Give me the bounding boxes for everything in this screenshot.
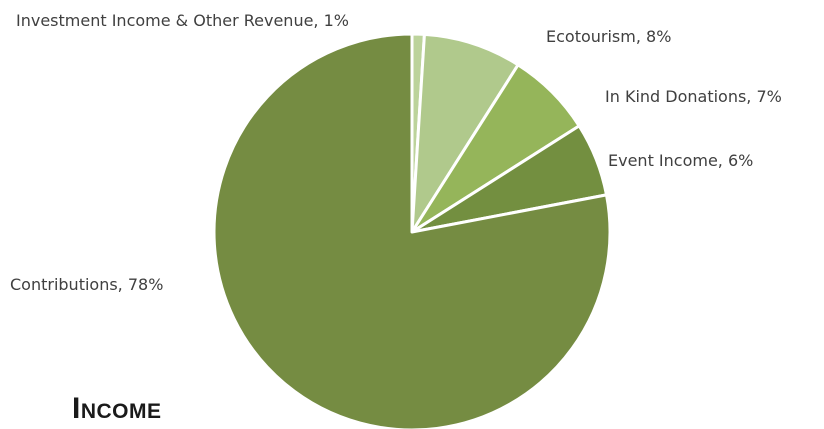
slice-label-ecotourism: Ecotourism, 8% bbox=[546, 27, 671, 46]
slice-label-investment-income: Investment Income & Other Revenue, 1% bbox=[16, 11, 349, 30]
slice-label-in-kind-donations: In Kind Donations, 7% bbox=[605, 87, 782, 106]
slice-label-event-income: Event Income, 6% bbox=[608, 151, 753, 170]
chart-title: Income bbox=[72, 392, 162, 426]
slice-label-contributions: Contributions, 78% bbox=[10, 275, 163, 294]
